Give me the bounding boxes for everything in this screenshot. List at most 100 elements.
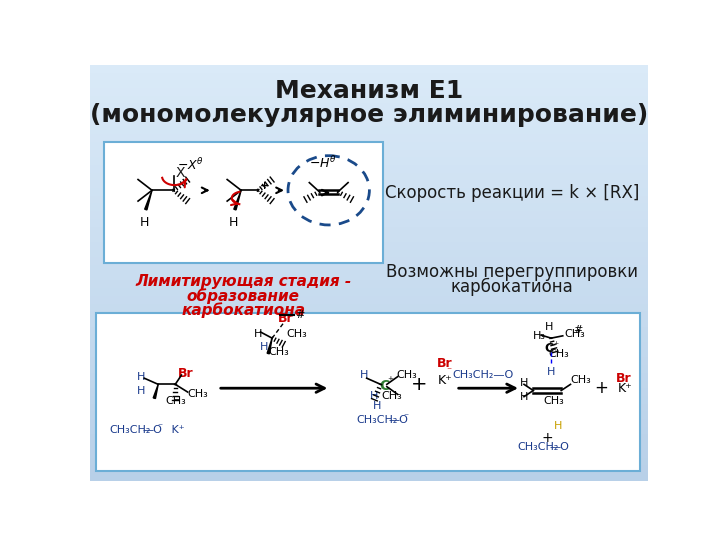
Text: +: +	[595, 379, 608, 397]
Text: H: H	[229, 215, 238, 229]
Text: $-X^\theta$: $-X^\theta$	[177, 157, 204, 173]
Bar	[90, 273, 648, 280]
Polygon shape	[145, 190, 152, 210]
Text: CH₃: CH₃	[543, 396, 564, 406]
Bar	[90, 65, 648, 72]
Bar	[90, 411, 648, 419]
Text: —O: —O	[142, 425, 162, 435]
Bar	[90, 288, 648, 296]
Text: C: C	[544, 342, 554, 355]
Text: Br: Br	[437, 357, 453, 370]
Bar	[90, 388, 648, 396]
Bar	[90, 96, 648, 103]
Text: H: H	[547, 367, 555, 377]
Text: (мономолекулярное элиминирование): (мономолекулярное элиминирование)	[90, 103, 648, 127]
Text: CH₃: CH₃	[382, 391, 402, 401]
Bar	[90, 473, 648, 481]
Bar	[90, 88, 648, 96]
Text: #: #	[295, 310, 305, 320]
Text: H: H	[137, 386, 145, 395]
Text: H: H	[254, 329, 262, 339]
Text: CH₃: CH₃	[396, 370, 417, 380]
Text: H: H	[372, 401, 381, 411]
Bar	[90, 373, 648, 381]
Text: +: +	[541, 431, 553, 446]
Text: H: H	[140, 215, 149, 229]
Text: CH₃: CH₃	[188, 389, 208, 399]
Bar	[90, 111, 648, 119]
Text: H₃: H₃	[533, 331, 546, 341]
Bar	[90, 442, 648, 450]
Text: карбокатиона: карбокатиона	[181, 302, 305, 318]
Polygon shape	[234, 190, 241, 210]
Text: H: H	[359, 370, 368, 380]
Bar	[90, 226, 648, 234]
Text: H: H	[520, 378, 528, 388]
Text: Br: Br	[616, 373, 631, 386]
Text: ⁻: ⁻	[404, 412, 409, 422]
Text: K⁺: K⁺	[438, 374, 452, 387]
Bar	[90, 427, 648, 434]
Bar	[90, 142, 648, 150]
Text: карбокатиона: карбокатиона	[451, 278, 574, 295]
Bar	[90, 150, 648, 157]
Text: K⁺: K⁺	[168, 425, 184, 435]
Bar	[90, 242, 648, 249]
Bar	[90, 280, 648, 288]
Bar	[90, 334, 648, 342]
Text: Br: Br	[278, 312, 294, 325]
Bar	[90, 396, 648, 403]
Bar	[90, 350, 648, 357]
Bar	[90, 173, 648, 180]
Bar	[90, 195, 648, 204]
Text: CH₃: CH₃	[549, 348, 570, 359]
Bar	[90, 403, 648, 411]
Bar	[90, 296, 648, 303]
Text: +: +	[260, 181, 269, 191]
Text: CH₃CH₂—O: CH₃CH₂—O	[452, 370, 513, 380]
Text: CH₃: CH₃	[268, 347, 289, 357]
Bar	[90, 365, 648, 373]
Bar	[90, 211, 648, 219]
Bar	[90, 165, 648, 173]
Bar	[90, 381, 648, 388]
Bar	[90, 327, 648, 334]
Bar	[90, 457, 648, 465]
FancyBboxPatch shape	[104, 142, 383, 264]
Text: —O: —O	[549, 442, 570, 452]
Text: Br: Br	[178, 367, 193, 380]
Bar	[90, 157, 648, 165]
Bar	[90, 303, 648, 311]
Text: H: H	[137, 372, 145, 382]
Bar	[90, 265, 648, 273]
Text: ⁺: ⁺	[388, 375, 394, 386]
Text: CH₃: CH₃	[286, 329, 307, 339]
Text: CH₃CH₂: CH₃CH₂	[356, 415, 397, 425]
Text: Возможны перегруппировки: Возможны перегруппировки	[387, 264, 639, 281]
Polygon shape	[153, 384, 158, 399]
Bar	[90, 450, 648, 457]
Bar	[90, 134, 648, 142]
Text: CH₃: CH₃	[564, 329, 585, 339]
FancyBboxPatch shape	[96, 313, 640, 470]
Bar	[90, 249, 648, 257]
Bar	[90, 357, 648, 365]
Text: C: C	[379, 379, 390, 393]
Bar	[90, 234, 648, 242]
Text: +: +	[411, 375, 428, 394]
Text: Лимитирующая стадия -: Лимитирующая стадия -	[135, 274, 351, 289]
Text: H: H	[554, 421, 562, 430]
Text: образование: образование	[187, 288, 300, 304]
Text: ⁺: ⁺	[554, 341, 559, 351]
Bar	[90, 180, 648, 188]
Text: Механизм Е1: Механизм Е1	[275, 79, 463, 103]
Bar	[90, 188, 648, 195]
Bar	[90, 342, 648, 350]
Text: $-H^\theta$: $-H^\theta$	[309, 156, 336, 171]
Text: Скорость реакции = k × [RX]: Скорость реакции = k × [RX]	[385, 184, 639, 202]
Bar	[90, 257, 648, 265]
Bar	[90, 465, 648, 473]
Text: CH₃CH₂: CH₃CH₂	[109, 425, 151, 435]
Bar	[90, 204, 648, 211]
Bar	[90, 319, 648, 327]
